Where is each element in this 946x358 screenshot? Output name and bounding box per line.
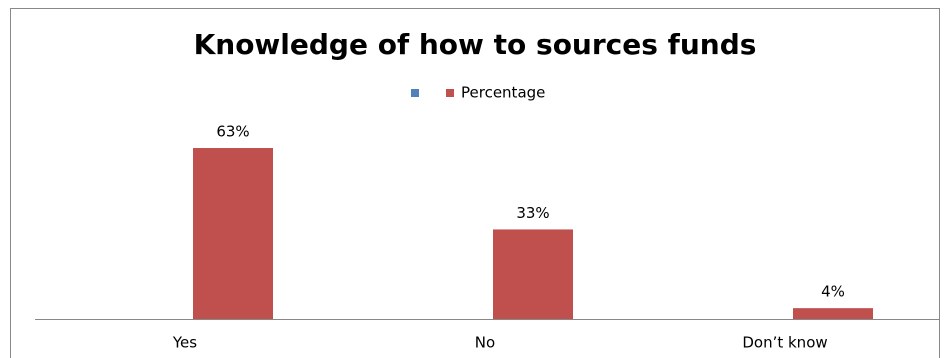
bar	[193, 148, 273, 319]
chart-title: Knowledge of how to sources funds	[194, 28, 757, 61]
value-label: 4%	[821, 283, 845, 301]
bar	[793, 308, 873, 319]
value-label: 63%	[216, 123, 249, 141]
chart-frame	[10, 8, 940, 358]
legend-swatch	[411, 89, 419, 97]
legend-swatch	[446, 89, 454, 97]
x-tick-label: No	[475, 334, 495, 352]
legend-label: Percentage	[461, 84, 545, 102]
value-label: 33%	[516, 204, 549, 222]
bar	[493, 229, 573, 319]
x-tick-label: Yes	[172, 334, 197, 352]
x-tick-label: Don’t know	[742, 334, 827, 352]
